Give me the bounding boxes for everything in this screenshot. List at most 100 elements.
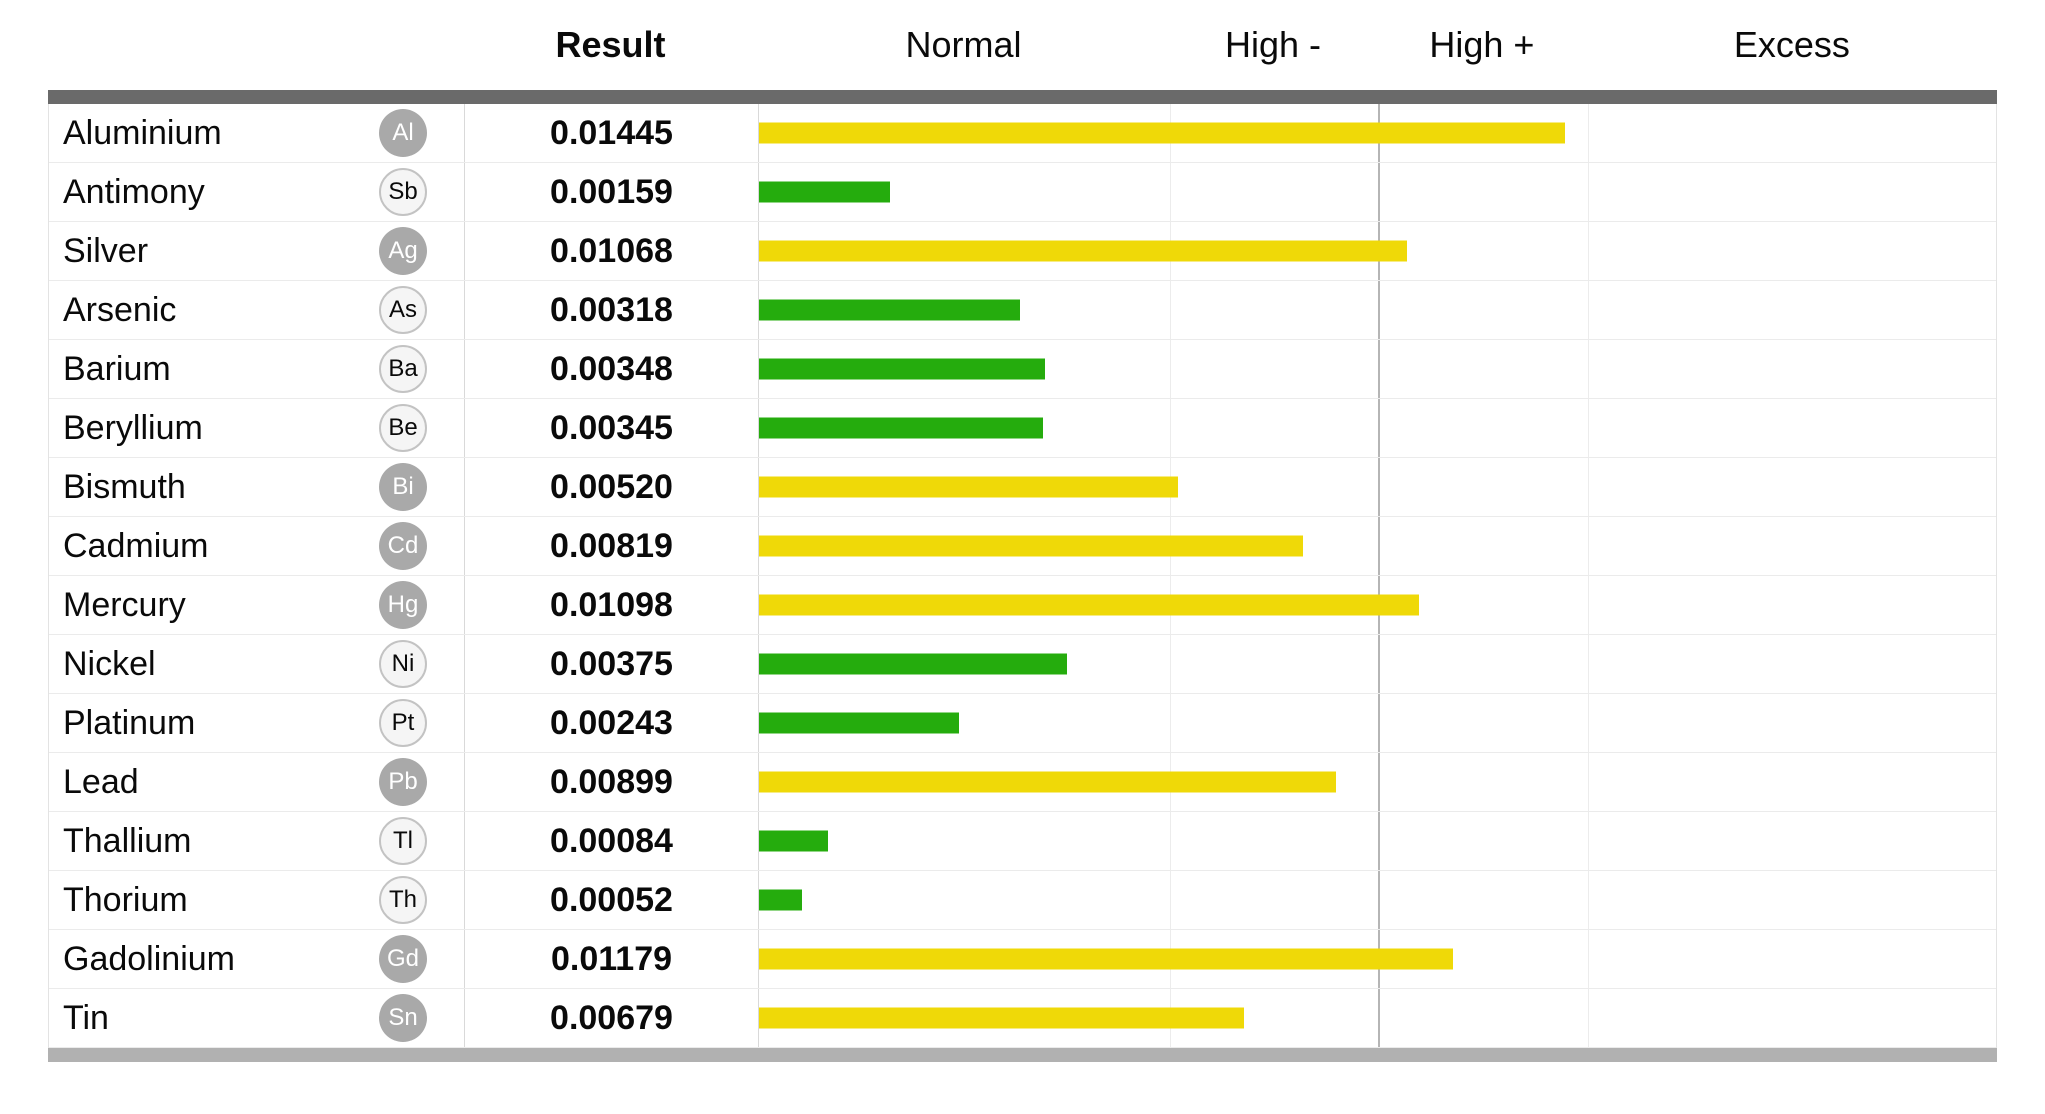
table-row: Thallium Tl 0.00084 <box>49 812 1996 871</box>
element-symbol-badge: Pb <box>379 758 427 806</box>
element-name: Antimony <box>63 172 205 211</box>
zone-gridline-normal-end <box>1169 694 1171 752</box>
result-value: 0.01098 <box>464 576 759 634</box>
bar-track <box>759 694 1998 752</box>
zone-gridline-high-end <box>1587 576 1589 634</box>
result-bar <box>759 830 828 852</box>
zone-gridline-high-end <box>1587 930 1589 988</box>
zone-gridline-normal-end <box>1169 340 1171 398</box>
bar-track <box>759 812 1998 870</box>
zone-gridline-normal-end <box>1169 871 1171 929</box>
element-cell: Nickel Ni <box>49 635 464 693</box>
bar-track <box>759 104 1998 162</box>
result-bar <box>759 948 1454 970</box>
zone-gridline-high-end <box>1587 753 1589 811</box>
zone-gridline-normal-end <box>1169 163 1171 221</box>
element-cell: Arsenic As <box>49 281 464 339</box>
result-value: 0.00819 <box>464 517 759 575</box>
zone-gridline-mid <box>1378 281 1380 339</box>
zone-gridline-normal-end <box>1169 399 1171 457</box>
zone-gridline-high-end <box>1587 340 1589 398</box>
footer-divider-bar <box>48 1048 1997 1062</box>
element-cell: Cadmium Cd <box>49 517 464 575</box>
element-name: Aluminium <box>63 113 222 152</box>
table-row: Bismuth Bi 0.00520 <box>49 458 1996 517</box>
zone-gridline-high-end <box>1587 399 1589 457</box>
result-value: 0.00348 <box>464 340 759 398</box>
element-name: Bismuth <box>63 467 186 506</box>
element-symbol-badge: As <box>379 286 427 334</box>
result-bar <box>759 181 890 203</box>
element-symbol-badge: Tl <box>379 817 427 865</box>
zone-gridline-high-end <box>1587 694 1589 752</box>
element-name: Beryllium <box>63 408 203 447</box>
table-row: Platinum Pt 0.00243 <box>49 694 1996 753</box>
element-symbol-badge: Ni <box>379 640 427 688</box>
element-symbol-badge: Cd <box>379 522 427 570</box>
result-value: 0.00679 <box>464 989 759 1047</box>
element-name: Tin <box>63 998 109 1037</box>
table-row: Tin Sn 0.00679 <box>49 989 1996 1048</box>
table-row: Gadolinium Gd 0.01179 <box>49 930 1996 989</box>
result-value: 0.00052 <box>464 871 759 929</box>
element-name: Mercury <box>63 585 186 624</box>
element-name: Platinum <box>63 703 196 742</box>
zone-gridline-normal-end <box>1169 812 1171 870</box>
zone-gridline-mid <box>1378 871 1380 929</box>
table-row: Cadmium Cd 0.00819 <box>49 517 1996 576</box>
bar-track <box>759 163 1998 221</box>
result-value: 0.01445 <box>464 104 759 162</box>
result-bar <box>759 712 959 734</box>
zone-gridline-mid <box>1378 635 1380 693</box>
element-cell: Antimony Sb <box>49 163 464 221</box>
result-bar <box>759 771 1336 793</box>
zone-gridline-mid <box>1378 753 1380 811</box>
table-body: Aluminium Al 0.01445 Antimony Sb 0.00159… <box>48 104 1997 1048</box>
element-cell: Thallium Tl <box>49 812 464 870</box>
zone-gridline-mid <box>1378 694 1380 752</box>
element-name: Cadmium <box>63 526 209 565</box>
result-bar <box>759 122 1565 144</box>
element-name: Silver <box>63 231 149 270</box>
element-cell: Platinum Pt <box>49 694 464 752</box>
bar-track <box>759 871 1998 929</box>
zone-gridline-high-end <box>1587 281 1589 339</box>
element-symbol-badge: Ba <box>379 345 427 393</box>
table-row: Antimony Sb 0.00159 <box>49 163 1996 222</box>
bar-track <box>759 399 1998 457</box>
results-table: Result Normal High - High + Excess Alumi… <box>48 0 1997 1062</box>
element-cell: Bismuth Bi <box>49 458 464 516</box>
element-cell: Tin Sn <box>49 989 464 1047</box>
element-name: Thallium <box>63 821 192 860</box>
result-bar <box>759 299 1021 321</box>
zone-gridline-mid <box>1378 517 1380 575</box>
zone-gridline-high-end <box>1587 635 1589 693</box>
element-symbol-badge: Al <box>379 109 427 157</box>
table-row: Nickel Ni 0.00375 <box>49 635 1996 694</box>
element-symbol-badge: Sb <box>379 168 427 216</box>
element-name: Thorium <box>63 880 188 919</box>
element-cell: Beryllium Be <box>49 399 464 457</box>
result-value: 0.00159 <box>464 163 759 221</box>
result-bar <box>759 535 1303 557</box>
table-row: Barium Ba 0.00348 <box>49 340 1996 399</box>
element-name: Arsenic <box>63 290 177 329</box>
result-value: 0.01068 <box>464 222 759 280</box>
header-divider-bar <box>48 90 1997 104</box>
element-name: Gadolinium <box>63 939 235 978</box>
bar-track <box>759 458 1998 516</box>
table-row: Aluminium Al 0.01445 <box>49 104 1996 163</box>
zone-gridline-mid <box>1378 989 1380 1047</box>
result-bar <box>759 358 1046 380</box>
zone-gridline-high-end <box>1587 104 1589 162</box>
result-value: 0.00084 <box>464 812 759 870</box>
zone-gridline-normal-end <box>1169 635 1171 693</box>
result-value: 0.00520 <box>464 458 759 516</box>
bar-track <box>759 576 1998 634</box>
result-bar <box>759 653 1068 675</box>
bar-track <box>759 281 1998 339</box>
bar-track <box>759 989 1998 1047</box>
table-row: Mercury Hg 0.01098 <box>49 576 1996 635</box>
table-row: Thorium Th 0.00052 <box>49 871 1996 930</box>
zone-gridline-mid <box>1378 340 1380 398</box>
